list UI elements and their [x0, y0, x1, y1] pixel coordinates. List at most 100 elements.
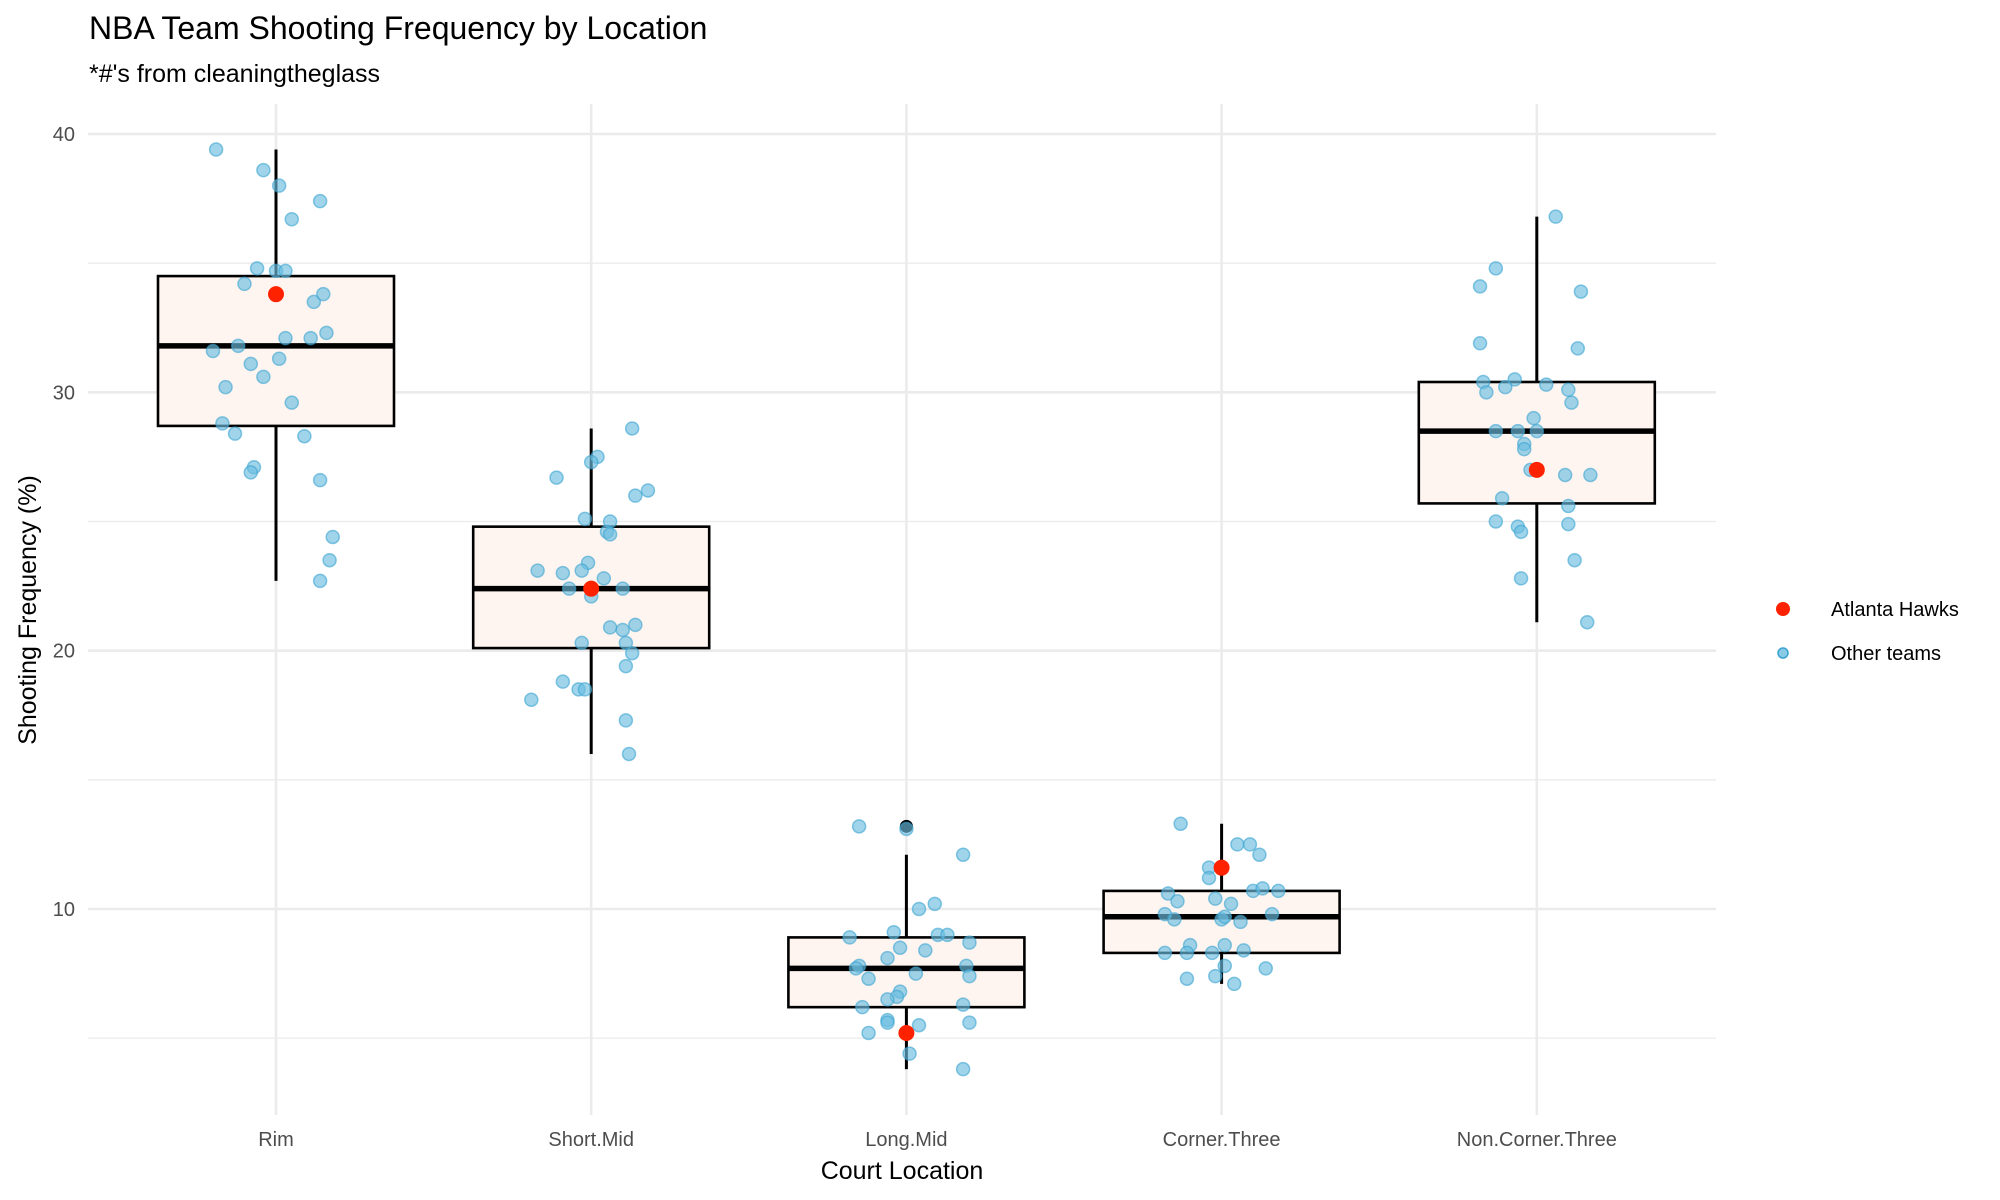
other-team-point — [530, 563, 545, 578]
other-team-point — [1567, 552, 1582, 568]
other-team-point — [1208, 891, 1223, 906]
other-team-point — [312, 573, 328, 589]
other-team-point — [962, 935, 977, 950]
other-team-point — [574, 563, 589, 578]
y-axis-title: Shooting Frequency (%) — [14, 475, 42, 745]
other-team-point — [1498, 379, 1513, 395]
other-team-point — [861, 1025, 876, 1041]
atlanta-hawks-points — [268, 286, 1545, 1041]
other-team-point — [848, 961, 864, 976]
atlanta-hawks-point-rim — [268, 286, 284, 303]
other-team-point — [312, 193, 328, 209]
other-team-point — [602, 527, 618, 542]
other-team-point — [243, 356, 259, 372]
other-team-point — [902, 1046, 917, 1061]
other-team-point — [918, 943, 933, 958]
other-team-point — [549, 470, 564, 485]
other-team-point — [1223, 896, 1239, 912]
other-team-point — [880, 1015, 895, 1030]
other-team-point — [243, 465, 259, 480]
other-team-point — [842, 930, 857, 945]
y-tick-label: 40 — [53, 124, 75, 146]
other-team-point — [1561, 382, 1576, 397]
other-team-point — [624, 421, 640, 436]
other-team-point — [1472, 279, 1488, 294]
other-team-point — [1271, 883, 1286, 899]
other-team-point — [1217, 909, 1233, 924]
other-team-point — [577, 511, 593, 527]
other-team-point — [1579, 614, 1595, 630]
other-team-point — [1488, 423, 1504, 439]
legend-key-atlanta-hawks — [1776, 602, 1790, 616]
x-tick-label-short-mid: Short.Mid — [548, 1129, 634, 1151]
other-team-point — [1472, 335, 1488, 351]
other-team-point — [886, 924, 902, 940]
other-team-point — [574, 635, 589, 651]
atlanta-hawks-point-non-corner-three — [1528, 461, 1545, 478]
legend-item-other-teams[interactable]: Other teams — [1777, 643, 1941, 665]
atlanta-hawks-point-long-mid — [898, 1024, 915, 1041]
other-team-point — [297, 428, 312, 444]
legend-label-other-teams: Other teams — [1831, 643, 1941, 665]
other-team-point — [227, 426, 243, 441]
other-team-point — [215, 416, 230, 431]
other-team-point — [303, 330, 318, 346]
other-team-point — [927, 896, 943, 912]
other-team-point — [602, 620, 618, 635]
other-team-point — [278, 263, 293, 279]
other-team-point — [908, 966, 924, 981]
other-team-point — [1557, 467, 1573, 483]
other-team-point — [962, 1015, 977, 1030]
other-team-point — [1526, 410, 1541, 426]
other-team-point — [1494, 490, 1510, 506]
other-team-point — [628, 617, 643, 633]
other-team-point — [319, 325, 334, 341]
atlanta-hawks-point-short-mid — [583, 580, 600, 597]
other-team-point — [899, 821, 914, 837]
other-team-point — [624, 645, 640, 661]
other-team-point — [615, 581, 630, 596]
other-team-point — [1510, 423, 1526, 439]
other-team-point — [861, 971, 876, 986]
other-team-point — [1160, 886, 1176, 901]
other-team-point — [1217, 958, 1233, 974]
other-team-point — [524, 692, 539, 707]
legend: Atlanta Hawks Other teams — [1776, 599, 1959, 665]
other-team-point — [618, 658, 634, 674]
other-team-point — [880, 992, 895, 1007]
other-team-point — [955, 847, 971, 862]
other-team-point — [1488, 261, 1504, 276]
atlanta-hawks-point-corner-three — [1213, 859, 1230, 876]
other-team-point — [1513, 571, 1529, 586]
other-team-point — [583, 454, 599, 470]
other-team-point — [1561, 498, 1576, 514]
other-team-point — [1488, 514, 1504, 529]
other-team-point — [325, 529, 340, 545]
other-team-point — [249, 261, 265, 276]
other-team-point — [1236, 943, 1251, 958]
other-team-point — [1529, 423, 1545, 439]
other-team-point — [880, 950, 895, 966]
x-axis-title: Court Location — [821, 1157, 984, 1185]
other-team-point — [1561, 516, 1576, 532]
other-team-point — [1573, 284, 1589, 299]
other-team-point — [1548, 209, 1563, 224]
other-team-point — [1564, 395, 1579, 410]
other-team-point — [1204, 945, 1220, 961]
legend-item-atlanta-hawks[interactable]: Atlanta Hawks — [1776, 599, 1959, 621]
other-team-point — [618, 713, 634, 728]
other-team-point — [1179, 945, 1195, 961]
other-team-point — [278, 330, 293, 346]
other-team-point — [284, 395, 300, 410]
other-teams-points — [205, 142, 1598, 1077]
boxplot-non-corner-three — [1417, 216, 1657, 623]
other-team-point — [271, 178, 287, 193]
plot-panel — [88, 104, 1716, 1115]
chart-title: NBA Team Shooting Frequency by Location — [89, 10, 707, 46]
other-team-point — [555, 565, 571, 581]
other-team-point — [1507, 372, 1522, 387]
other-team-point — [955, 997, 971, 1012]
other-team-point — [1242, 837, 1258, 852]
other-team-point — [218, 379, 233, 395]
